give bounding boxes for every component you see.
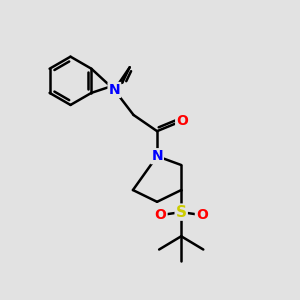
Text: N: N — [151, 149, 163, 163]
Text: O: O — [155, 208, 167, 222]
Text: O: O — [196, 208, 208, 222]
Text: S: S — [176, 205, 187, 220]
Text: N: N — [109, 83, 120, 97]
Text: O: O — [176, 114, 188, 128]
